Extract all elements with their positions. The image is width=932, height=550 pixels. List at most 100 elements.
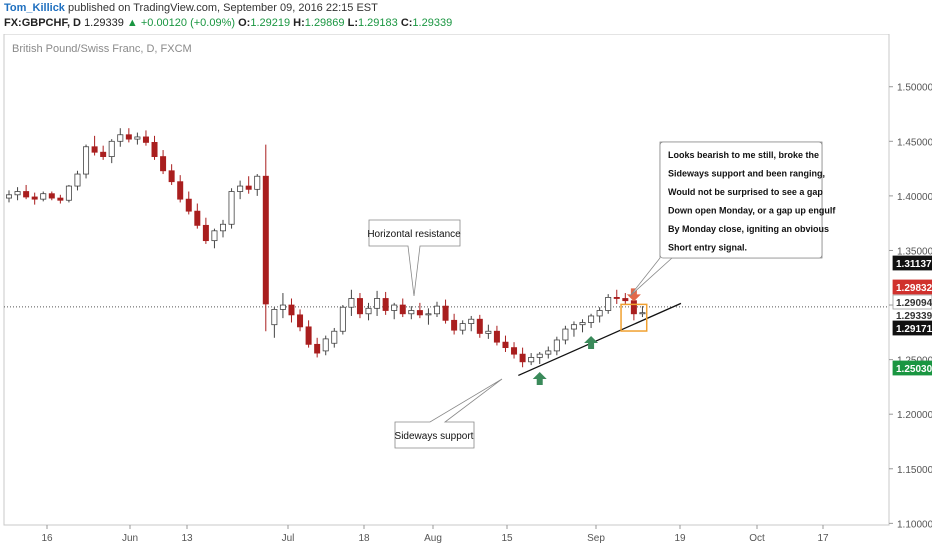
x-tick-label: Jun: [122, 533, 138, 544]
price-tag-label: 1.29171: [896, 324, 932, 335]
candle-down: [125, 134, 132, 140]
y-tick-label: 1.35000: [897, 246, 932, 257]
up-arrow-icon: [584, 335, 599, 349]
candle-down: [194, 210, 201, 226]
candle-down: [177, 181, 184, 200]
candle-down: [493, 330, 500, 343]
x-tick-label: Sep: [587, 533, 605, 544]
highlight-box: [620, 303, 648, 332]
x-tick-label: 15: [501, 533, 513, 544]
candle-up: [425, 313, 432, 316]
plot-area[interactable]: [3, 34, 890, 526]
open-label: O:: [238, 17, 251, 29]
price-tag-label: 1.31137: [896, 259, 932, 270]
candle-down: [622, 298, 629, 302]
low-value: 1.29183: [357, 17, 398, 29]
price-chart[interactable]: British Pound/Swiss Franc, D, FXCM 1.500…: [0, 34, 932, 550]
callout-box[interactable]: [368, 219, 461, 297]
down-arrow-icon: [626, 288, 641, 302]
comment-line: Looks bearish to me still, broke the: [668, 150, 819, 160]
candle-up: [365, 307, 372, 315]
price-tag: [892, 360, 932, 376]
candle-up: [339, 306, 346, 332]
candle-down: [399, 304, 406, 315]
candle-up: [536, 353, 543, 358]
candle-down: [630, 300, 637, 315]
price-tag: [892, 255, 932, 271]
candle-up: [459, 323, 466, 331]
candle-down: [511, 347, 518, 355]
y-tick-label: 1.50000: [897, 83, 932, 94]
candle-up: [279, 304, 286, 310]
x-tick-label: 18: [358, 533, 370, 544]
price-change: +0.00120 (+0.09%): [140, 17, 236, 29]
candle-up: [117, 134, 124, 142]
callout-text: Horizontal resistance: [367, 229, 461, 240]
candle-down: [356, 298, 363, 315]
open-value: 1.29219: [250, 17, 291, 29]
candle-down: [57, 197, 64, 201]
candle-up: [83, 146, 90, 175]
candle-up: [639, 312, 646, 315]
price-labels: 1.31137 1.29832 1.29094 1.29339 1.29171 1.250…: [892, 255, 932, 376]
candle-up: [65, 185, 72, 201]
candle-up: [570, 324, 577, 330]
candle-down: [91, 146, 98, 153]
price-tag: [892, 279, 932, 295]
candle-down: [168, 170, 175, 183]
candle-down: [245, 185, 252, 190]
candle-down: [262, 175, 269, 305]
candle-up: [331, 330, 338, 344]
price-tag-label: 1.29094: [896, 298, 932, 309]
y-tick-label: 1.45000: [897, 137, 932, 148]
candle-down: [142, 136, 149, 143]
time-axis[interactable]: 16 Jun 13 Jul 18 Aug 15 Sep 19 Oct 17: [41, 525, 829, 544]
candle-down: [451, 319, 458, 331]
x-tick-label: Aug: [424, 533, 442, 544]
comment-line: Short entry signal.: [668, 243, 747, 253]
trendlines: [4, 302, 889, 377]
candlestick-series: [6, 128, 646, 368]
symbol-line: FX:GBPCHF, D 1.29339 ▲ +0.00120 (+0.09%)…: [4, 17, 452, 29]
low-label: L:: [347, 17, 358, 29]
y-tick-label: 1.10000: [897, 519, 932, 530]
candle-up: [271, 309, 278, 326]
candle-up: [408, 310, 415, 315]
candle-up: [254, 175, 261, 190]
candle-down: [151, 141, 158, 157]
support-line[interactable]: [518, 302, 682, 377]
candle-up: [391, 304, 398, 311]
price-tag-label: 1.29339: [896, 311, 932, 322]
candle-up: [108, 140, 115, 157]
candle-down: [613, 297, 620, 299]
price-tag: [892, 294, 932, 310]
comment-line: By Monday close, igniting an obvious: [668, 224, 829, 234]
up-arrow-icon: ▲: [126, 17, 138, 29]
candle-up: [485, 330, 492, 334]
high-value: 1.29869: [304, 17, 345, 29]
candle-up: [579, 322, 586, 326]
comment-line: Would not be surprised to see a gap: [668, 187, 823, 197]
candle-up: [588, 315, 595, 323]
candle-up: [605, 297, 612, 311]
candle-down: [382, 298, 389, 311]
candle-down: [160, 156, 167, 172]
callout-box[interactable]: [394, 378, 503, 449]
annotations[interactable]: Horizontal resistance Sideways support Loo…: [367, 141, 836, 449]
symbol-name: FX:GBPCHF, D: [4, 17, 81, 29]
candle-up: [219, 223, 226, 232]
price-tag: [892, 320, 932, 336]
author-link[interactable]: Tom_Killick: [4, 2, 65, 14]
x-tick-label: 13: [181, 533, 193, 544]
candle-down: [519, 353, 526, 363]
x-tick-label: Oct: [749, 533, 765, 544]
candle-up: [237, 185, 244, 192]
candle-down: [100, 151, 107, 157]
candle-up: [228, 191, 235, 225]
x-tick-label: 19: [674, 533, 686, 544]
comment-box[interactable]: [659, 141, 823, 259]
price-tag-label: 1.29832: [896, 283, 932, 294]
chart-title: British Pound/Swiss Franc, D, FXCM: [12, 43, 192, 55]
close-label: C:: [400, 17, 413, 29]
comment-line: Sideways support and been ranging,: [668, 169, 825, 179]
